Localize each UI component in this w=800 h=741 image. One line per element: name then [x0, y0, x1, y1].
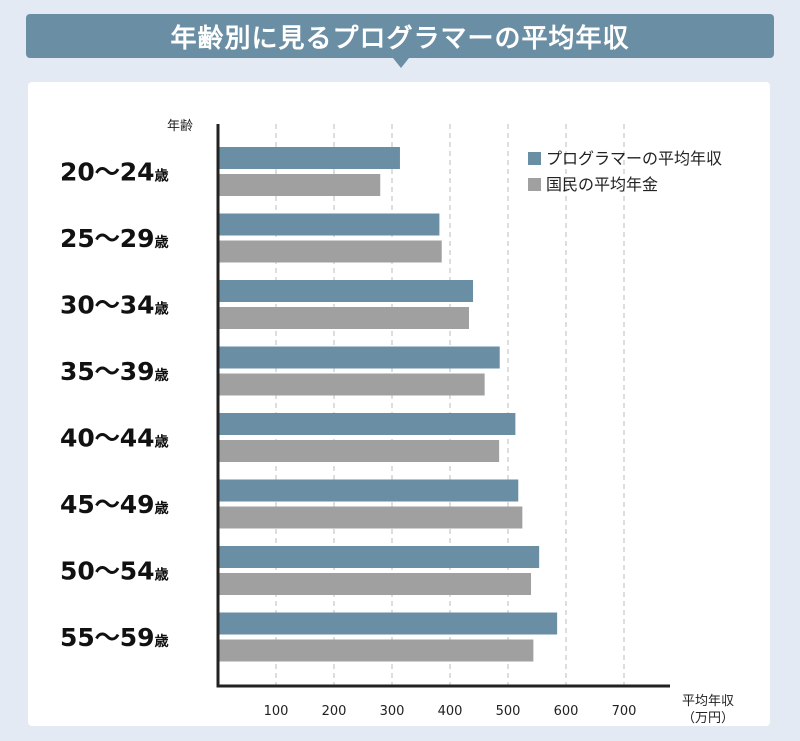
bar-programmer: [219, 546, 540, 568]
x-tick-label: 700: [612, 704, 637, 719]
category-label: 55〜59歳: [60, 623, 169, 652]
category-label: 20〜24歳: [60, 158, 169, 187]
category-label: 30〜34歳: [60, 291, 169, 320]
x-tick-label: 500: [496, 704, 521, 719]
bar-pension: [219, 506, 523, 529]
legend-label: プログラマーの平均年収: [546, 149, 722, 168]
bar-programmer: [219, 213, 440, 236]
bar-programmer: [219, 280, 474, 302]
bar-pension: [219, 373, 485, 396]
bar-programmer: [219, 612, 558, 635]
legend-label: 国民の平均年金: [546, 175, 658, 194]
bar-pension: [219, 573, 532, 595]
x-tick-label: 300: [380, 704, 405, 719]
bar-programmer: [219, 413, 516, 435]
x-tick-label: 200: [322, 704, 347, 719]
bar-programmer: [219, 479, 519, 502]
legend-swatch: [528, 178, 541, 191]
bar-pension: [219, 307, 469, 329]
category-label: 45〜49歳: [60, 490, 169, 519]
y-axis-label: 年齢: [167, 119, 193, 134]
category-label: 40〜44歳: [60, 424, 169, 453]
chart-title: 年齢別に見るプログラマーの平均年収: [26, 14, 774, 58]
bar-pension: [219, 440, 500, 462]
x-tick-label: 400: [438, 704, 463, 719]
bar-pension: [219, 174, 381, 196]
category-label: 35〜39歳: [60, 357, 169, 386]
category-label: 25〜29歳: [60, 224, 169, 253]
x-tick-label: 100: [264, 704, 289, 719]
bar-pension: [219, 240, 442, 263]
bar-pension: [219, 639, 534, 662]
legend-swatch: [528, 152, 541, 165]
x-tick-label: 600: [554, 704, 579, 719]
title-pointer: [393, 58, 409, 68]
bar-chart: 20〜24歳 25〜29歳 30〜34歳 35〜39歳 40〜44歳 45〜49歳 50〜5…: [60, 119, 734, 726]
category-label: 50〜54歳: [60, 557, 169, 586]
x-axis-label: 平均年収: [682, 694, 734, 709]
chart-panel: 20〜24歳 25〜29歳 30〜34歳 35〜39歳 40〜44歳 45〜49歳 50〜5…: [28, 82, 770, 726]
bar-programmer: [219, 147, 400, 169]
x-axis-unit: （万円）: [682, 711, 734, 726]
bar-programmer: [219, 346, 500, 369]
